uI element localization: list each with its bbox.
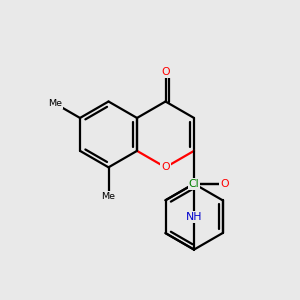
- Text: O: O: [161, 162, 170, 172]
- Text: Me: Me: [48, 99, 62, 108]
- Text: Cl: Cl: [189, 179, 199, 189]
- Text: NH: NH: [186, 212, 202, 222]
- Text: Me: Me: [101, 192, 116, 201]
- Text: O: O: [161, 67, 170, 77]
- Text: O: O: [220, 179, 229, 189]
